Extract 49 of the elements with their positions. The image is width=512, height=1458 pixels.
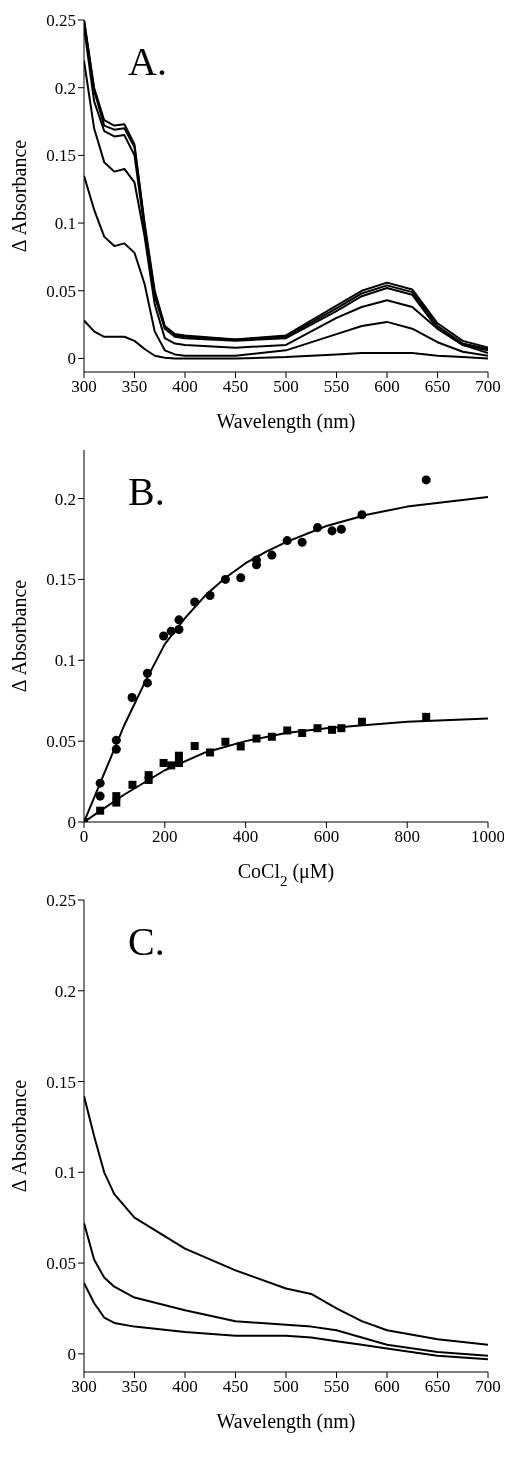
x-tick-label: 350 bbox=[121, 1377, 148, 1397]
x-tick-label: 800 bbox=[394, 827, 420, 847]
x-tick-label: 350 bbox=[121, 377, 148, 397]
x-tick-label: 650 bbox=[424, 377, 451, 397]
y-tick-label: 0.25 bbox=[46, 891, 76, 911]
x-tick-label: 650 bbox=[424, 1377, 451, 1397]
y-tick-label: 0 bbox=[67, 349, 76, 369]
y-tick-label: 0.2 bbox=[54, 981, 76, 1001]
y-tick-label: 0.05 bbox=[46, 732, 76, 752]
x-axis-title: Wavelength (nm) bbox=[216, 1410, 356, 1433]
x-tick-label: 300 bbox=[71, 377, 97, 397]
y-tick-label: 0.15 bbox=[46, 146, 76, 166]
annotation: C. bbox=[128, 919, 165, 964]
y-tick-label: 0.1 bbox=[54, 651, 76, 671]
y-tick-label: 0.1 bbox=[54, 214, 76, 234]
y-tick-label: 0.05 bbox=[46, 281, 76, 301]
x-tick-label: 700 bbox=[475, 377, 501, 397]
y-tick-label: 0 bbox=[67, 813, 76, 833]
x-tick-label: 600 bbox=[313, 827, 340, 847]
x-tick-label: 550 bbox=[323, 377, 350, 397]
x-axis-title: CoCl$_{2}$ (μM) bbox=[237, 860, 335, 889]
y-tick-label: 0.15 bbox=[46, 1072, 76, 1092]
x-axis-title: Wavelength (nm) bbox=[216, 410, 356, 433]
y-tick-label: 0 bbox=[67, 1344, 76, 1364]
x-tick-label: 400 bbox=[172, 1377, 198, 1397]
x-tick-label: 300 bbox=[71, 1377, 97, 1397]
x-tick-label: 1000 bbox=[471, 827, 505, 847]
y-tick-label: 0.05 bbox=[46, 1254, 76, 1274]
x-tick-label: 400 bbox=[172, 377, 198, 397]
x-tick-label: 600 bbox=[374, 1377, 400, 1397]
annotation: A. bbox=[128, 39, 167, 84]
x-tick-label: 500 bbox=[273, 1377, 299, 1397]
x-tick-label: 450 bbox=[222, 377, 249, 397]
y-tick-label: 0.25 bbox=[46, 11, 76, 31]
x-tick-label: 600 bbox=[374, 377, 400, 397]
y-tick-label: 0.2 bbox=[54, 489, 76, 509]
x-tick-label: 550 bbox=[323, 1377, 350, 1397]
y-tick-label: 0.2 bbox=[54, 78, 76, 98]
x-tick-label: 450 bbox=[222, 1377, 249, 1397]
y-tick-label: 0.1 bbox=[54, 1163, 76, 1183]
x-tick-label: 500 bbox=[273, 377, 299, 397]
y-tick-label: 0.15 bbox=[46, 570, 76, 590]
x-tick-label: 400 bbox=[232, 827, 259, 847]
x-tick-label: 700 bbox=[475, 1377, 501, 1397]
y-axis-title: Δ Absorbance bbox=[8, 579, 30, 693]
annotation: B. bbox=[128, 469, 165, 514]
x-tick-label: 200 bbox=[152, 827, 178, 847]
y-axis-title: Δ Absorbance bbox=[8, 139, 30, 253]
y-axis-title: Δ Absorbance bbox=[8, 1079, 30, 1193]
